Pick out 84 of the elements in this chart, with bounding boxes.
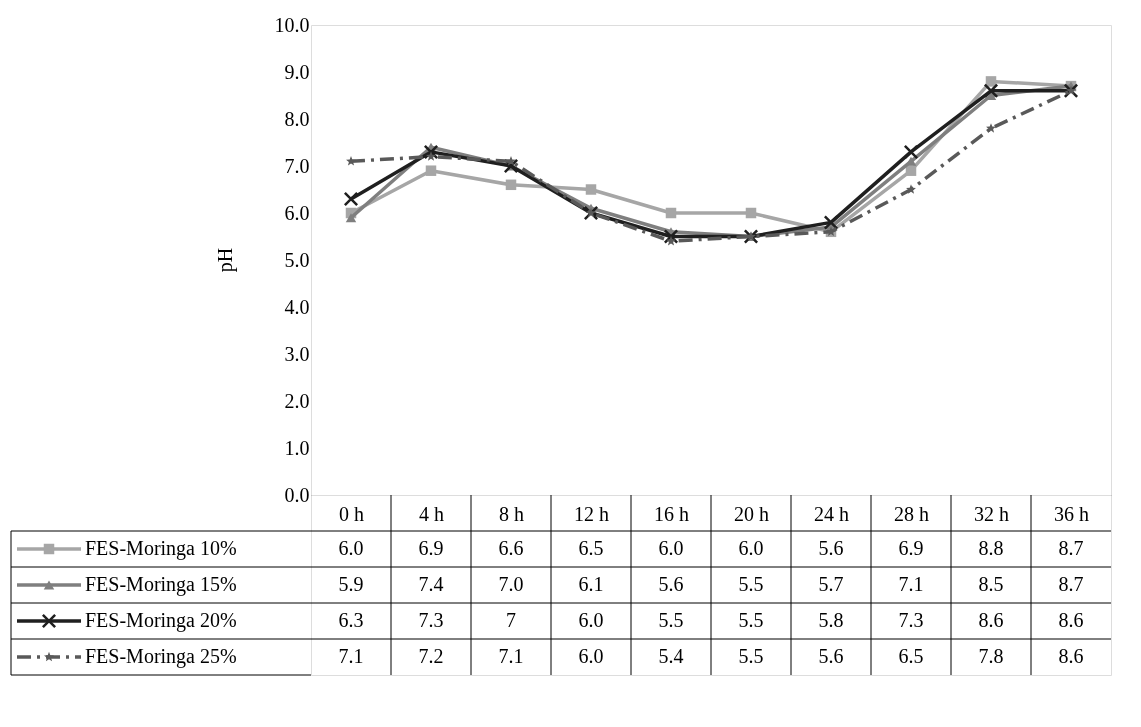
x-tick-label: 20 h (734, 502, 769, 525)
x-tick-label: 16 h (654, 502, 689, 525)
point (343, 191, 359, 207)
data-label: 8.5 (978, 573, 1004, 595)
data-label: 7 (506, 609, 516, 631)
x-tick-label: 8 h (499, 502, 524, 525)
data-label: 6.6 (498, 537, 524, 559)
data-label: 6.9 (418, 537, 444, 559)
y-tick-label: 4.0 (284, 295, 310, 318)
x-tick-label: 28 h (894, 502, 929, 525)
data-label: 8.7 (1058, 537, 1084, 559)
point (745, 207, 757, 219)
data-label: 5.5 (738, 645, 764, 667)
data-label: 7.3 (898, 609, 924, 631)
data-label: 5.9 (338, 573, 364, 595)
point (823, 215, 839, 230)
data-label: 6.0 (738, 537, 764, 559)
legend-label: FES-Moringa 25% (85, 645, 237, 668)
point (425, 165, 437, 176)
legend-label: FES-Moringa 20% (85, 609, 237, 632)
legend-label: FES-Moringa 10% (85, 537, 237, 560)
data-label: 7.2 (418, 645, 444, 667)
y-tick-label: 5.0 (284, 248, 310, 271)
data-label: 6.0 (658, 537, 684, 559)
point (905, 165, 917, 176)
point (903, 144, 919, 160)
x-tick-label: 24 h (814, 502, 849, 525)
data-label: 7.3 (418, 609, 444, 631)
x-tick-label: 32 h (974, 502, 1009, 525)
data-label: 5.4 (658, 645, 684, 667)
point (985, 76, 997, 87)
point (663, 229, 679, 244)
point (665, 207, 677, 219)
y-tick-label: 9.0 (284, 60, 310, 83)
point (666, 235, 676, 246)
y-tick-label: 7.0 (284, 154, 310, 177)
y-axis-title: pH (214, 247, 237, 273)
y-tick-label: 6.0 (284, 201, 310, 224)
data-label: 7.1 (898, 573, 924, 595)
data-label: 7.4 (418, 573, 444, 595)
data-label: 6.0 (338, 537, 364, 559)
data-label: 8.6 (1058, 609, 1084, 631)
data-label: 6.0 (578, 645, 604, 667)
legend-label: FES-Moringa 15% (85, 573, 237, 596)
y-tick-label: 1.0 (284, 436, 310, 459)
data-label: 5.6 (818, 537, 844, 559)
point (346, 156, 356, 166)
data-label: 6.3 (338, 609, 364, 631)
data-label: 6.5 (898, 645, 924, 667)
data-label: 7.0 (498, 573, 524, 595)
x-tick-label: 36 h (1054, 502, 1089, 525)
y-tick-label: 3.0 (284, 342, 310, 365)
x-tick-label: 12 h (574, 502, 609, 525)
x-tick-label: 0 h (339, 502, 364, 525)
data-label: 6.0 (578, 609, 604, 631)
data-label: 7.1 (338, 645, 364, 667)
point (506, 156, 516, 166)
data-label: 5.6 (658, 573, 684, 595)
point (505, 179, 517, 191)
y-tick-label: 10.0 (274, 13, 310, 36)
point (983, 83, 999, 99)
point (585, 184, 597, 195)
data-label: 8.6 (978, 609, 1004, 631)
data-label: 5.5 (738, 609, 764, 631)
point (423, 144, 439, 160)
y-tick-label: 8.0 (284, 107, 310, 130)
data-label: 8.6 (1058, 645, 1084, 667)
y-tick-label: 2.0 (284, 389, 310, 412)
data-label: 6.1 (578, 573, 604, 595)
data-label: 5.6 (818, 645, 844, 667)
point (986, 123, 996, 133)
data-label: 5.5 (658, 609, 684, 631)
point (345, 213, 357, 223)
data-label: 5.8 (818, 609, 844, 631)
data-label: 7.1 (498, 645, 524, 667)
data-label: 5.7 (818, 573, 844, 595)
data-label: 6.9 (898, 537, 924, 559)
y-tick-label: 0.0 (284, 483, 310, 506)
data-label: 8.7 (1058, 573, 1084, 595)
x-tick-label: 4 h (419, 502, 444, 525)
data-label: 6.5 (578, 537, 604, 559)
data-label: 8.8 (978, 537, 1004, 559)
data-label: 5.5 (738, 573, 764, 595)
data-label: 7.8 (978, 645, 1004, 667)
